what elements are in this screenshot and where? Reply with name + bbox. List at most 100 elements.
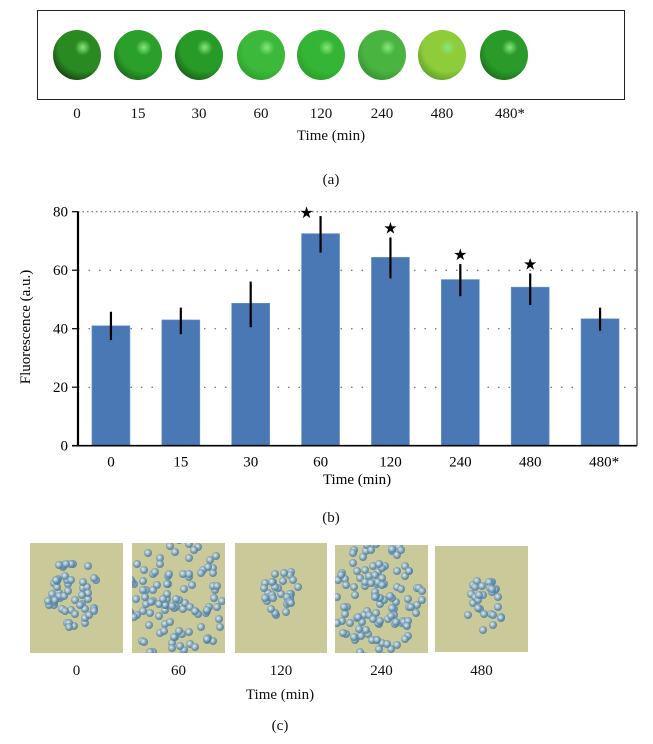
significance-star-icon: ★ bbox=[523, 256, 537, 273]
cell-dot bbox=[339, 602, 348, 611]
bar-480 bbox=[510, 286, 550, 447]
fluorescence-disc-60 bbox=[237, 30, 285, 80]
cell-dot bbox=[393, 550, 402, 559]
cell-dot bbox=[386, 644, 395, 653]
significance-star-icon: ★ bbox=[299, 205, 313, 222]
cell-dot bbox=[374, 577, 383, 586]
panel-a-time-label: 60 bbox=[253, 106, 269, 122]
cell-dot bbox=[145, 621, 154, 630]
cell-dot bbox=[474, 591, 483, 599]
cell-dot bbox=[362, 625, 371, 634]
cell-dot bbox=[62, 576, 71, 585]
cell-dot bbox=[401, 571, 410, 580]
cell-dot bbox=[155, 600, 164, 609]
cell-dot bbox=[269, 594, 278, 603]
cell-dot bbox=[146, 647, 155, 653]
cell-dot bbox=[376, 617, 385, 626]
cell-dot bbox=[281, 608, 290, 617]
cell-dot bbox=[271, 583, 280, 592]
cell-dot bbox=[167, 601, 176, 610]
cell-dot bbox=[356, 574, 365, 583]
cell-dot bbox=[370, 593, 379, 602]
cell-dot bbox=[132, 607, 134, 616]
panel-a-caption: (a) bbox=[322, 172, 340, 188]
micrograph-240 bbox=[335, 545, 428, 653]
cell-dot bbox=[478, 625, 487, 634]
cell-dot bbox=[142, 599, 151, 608]
cell-dot bbox=[141, 593, 150, 602]
cell-dot bbox=[379, 652, 388, 653]
cell-dot bbox=[361, 578, 369, 587]
cell-dot bbox=[174, 626, 183, 635]
cell-dot bbox=[190, 642, 199, 651]
cell-dot bbox=[363, 630, 372, 638]
cell-dot bbox=[477, 581, 486, 590]
cell-dot bbox=[170, 547, 179, 556]
cell-dot bbox=[174, 543, 183, 544]
cell-dot bbox=[209, 594, 218, 603]
panel-c-time-label: 60 bbox=[171, 663, 186, 679]
bar-0 bbox=[91, 325, 131, 446]
x-tick-label: 240 bbox=[449, 455, 472, 471]
cell-dot bbox=[362, 547, 371, 556]
cell-dot bbox=[493, 592, 502, 601]
cell-dot bbox=[60, 607, 69, 616]
y-tick-label: 0 bbox=[61, 439, 69, 455]
cell-dot bbox=[357, 632, 366, 641]
cell-dot bbox=[494, 602, 503, 611]
cell-dot bbox=[47, 590, 56, 599]
cell-dot bbox=[83, 589, 92, 598]
panel-a-time-label: 15 bbox=[130, 106, 146, 122]
cell-dot bbox=[90, 607, 99, 616]
cell-dot bbox=[179, 584, 188, 593]
cell-dot bbox=[387, 545, 396, 554]
cell-dot bbox=[350, 633, 358, 642]
panel-c-caption: (c) bbox=[271, 718, 289, 734]
cell-dot bbox=[218, 597, 225, 606]
y-tick-label: 20 bbox=[53, 380, 68, 396]
cell-dot bbox=[364, 611, 373, 620]
cell-dot bbox=[376, 594, 385, 603]
panel-c-time-label: 0 bbox=[72, 663, 81, 679]
cell-dot bbox=[368, 561, 377, 570]
cell-dot bbox=[204, 563, 213, 572]
cell-dot bbox=[69, 621, 78, 630]
x-tick-label: 60 bbox=[313, 455, 328, 471]
cell-dot bbox=[335, 575, 343, 584]
cell-dot bbox=[169, 632, 178, 641]
cell-dot bbox=[375, 645, 384, 653]
cell-dot bbox=[346, 618, 355, 627]
fluorescence-disc-30 bbox=[175, 30, 223, 80]
chart-y-axis-label: Fluorescence (a.u.) bbox=[18, 270, 34, 385]
cell-dot bbox=[150, 567, 159, 576]
cell-dot bbox=[412, 609, 421, 618]
cell-dot bbox=[185, 627, 194, 636]
cell-dot bbox=[337, 571, 346, 580]
micrograph-120 bbox=[235, 543, 327, 653]
panel-a-frame bbox=[37, 10, 625, 100]
cell-dot bbox=[159, 627, 168, 636]
cell-dot bbox=[404, 616, 413, 625]
cell-dot bbox=[139, 566, 148, 575]
panel-c-time-label: 480 bbox=[470, 663, 493, 679]
cell-dot bbox=[82, 582, 91, 591]
cell-dot bbox=[464, 611, 472, 620]
cell-dot bbox=[163, 594, 172, 603]
cell-dot bbox=[418, 596, 427, 605]
cell-dot bbox=[176, 641, 185, 650]
cell-dot bbox=[335, 593, 341, 602]
cell-dot bbox=[338, 628, 347, 637]
cell-dot bbox=[286, 571, 295, 580]
cell-dot bbox=[132, 594, 141, 603]
cell-dot bbox=[259, 584, 268, 593]
cell-dot bbox=[377, 639, 386, 648]
panel-a-time-label: 480 bbox=[430, 106, 454, 122]
y-tick-label: 60 bbox=[53, 263, 68, 279]
cell-dot bbox=[371, 545, 380, 548]
cell-dot bbox=[270, 608, 279, 617]
cell-dot bbox=[418, 586, 427, 595]
cell-dot bbox=[138, 585, 147, 594]
chart-error-bars bbox=[109, 216, 602, 341]
cell-dot bbox=[155, 554, 164, 563]
cell-dot bbox=[403, 595, 412, 603]
